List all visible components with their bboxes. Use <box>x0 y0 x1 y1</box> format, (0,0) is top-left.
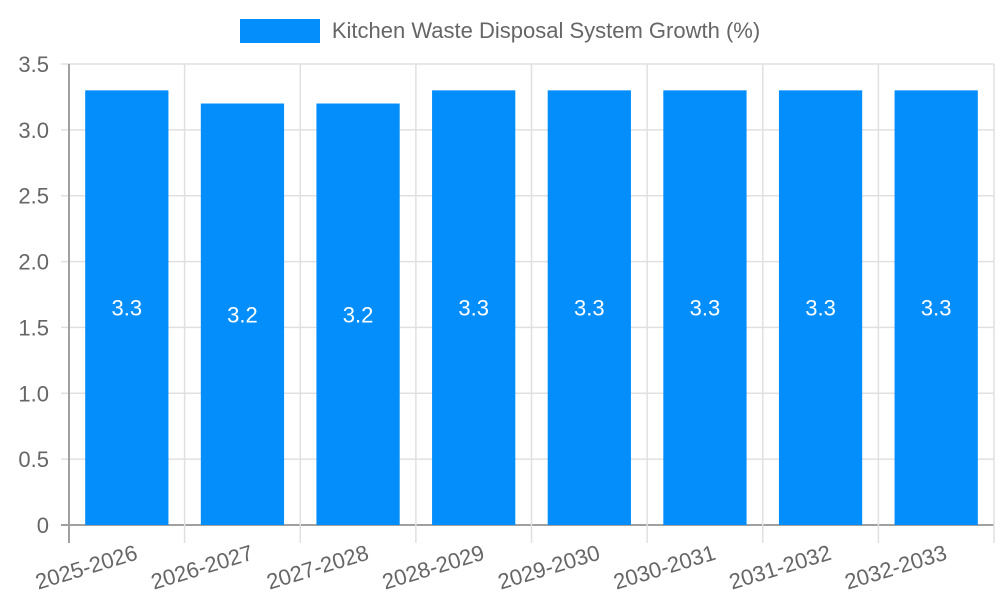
legend-label: Kitchen Waste Disposal System Growth (%) <box>331 18 761 43</box>
bar[interactable] <box>894 90 978 525</box>
x-tick-label: 2026-2027 <box>148 540 256 595</box>
bar-value-label: 3.3 <box>458 296 489 321</box>
y-tick-label: 2.0 <box>18 250 49 275</box>
bar-value-label: 3.3 <box>574 296 605 321</box>
chart-legend[interactable]: Kitchen Waste Disposal System Growth (%) <box>0 18 1000 44</box>
bar[interactable] <box>778 90 863 525</box>
bar[interactable] <box>663 90 747 525</box>
bar-value-label: 3.3 <box>112 296 143 321</box>
x-tick-label: 2031-2032 <box>726 540 834 595</box>
x-tick-label: 2028-2029 <box>379 540 487 595</box>
bar[interactable] <box>85 90 169 525</box>
y-tick-label: 3.0 <box>18 118 49 143</box>
bar[interactable] <box>547 90 631 525</box>
bar-value-label: 3.2 <box>227 302 258 327</box>
y-tick-label: 1.0 <box>18 381 49 406</box>
y-tick-label: 0.5 <box>18 447 49 472</box>
x-tick-label: 2025-2026 <box>32 540 140 595</box>
x-tick-label: 2030-2031 <box>610 540 718 595</box>
bar[interactable] <box>432 90 516 525</box>
y-tick-label: 1.5 <box>18 315 49 340</box>
bar[interactable] <box>316 103 400 525</box>
bar-value-label: 3.3 <box>805 296 836 321</box>
x-tick-label: 2029-2030 <box>495 540 603 595</box>
bar-value-label: 3.3 <box>690 296 721 321</box>
bar[interactable] <box>200 103 285 525</box>
y-tick-label: 3.5 <box>18 52 49 77</box>
x-tick-label: 2027-2028 <box>264 540 372 595</box>
legend-swatch <box>239 19 320 43</box>
bar-value-label: 3.3 <box>921 296 952 321</box>
y-tick-label: 2.5 <box>18 184 49 209</box>
x-tick-label: 2032-2033 <box>842 540 950 595</box>
y-tick-label: 0 <box>37 513 49 538</box>
bar-value-label: 3.2 <box>343 302 374 327</box>
